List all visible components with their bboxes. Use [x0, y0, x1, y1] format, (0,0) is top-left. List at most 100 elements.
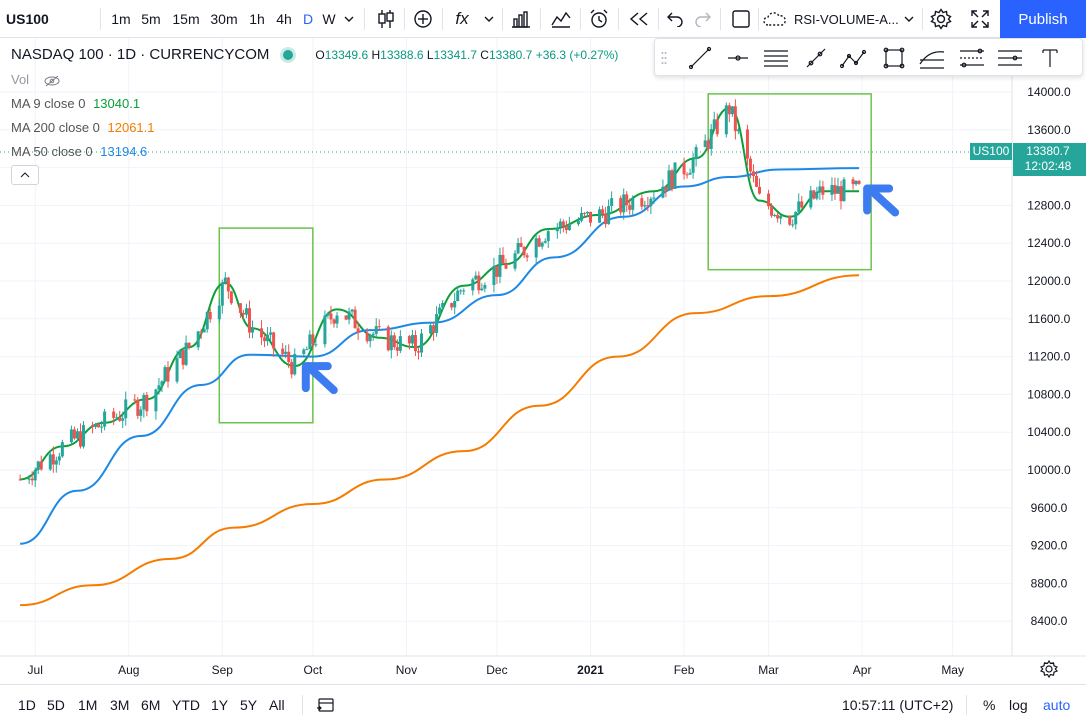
horizontal-ray-tool[interactable] — [723, 43, 753, 73]
interval-15m[interactable]: 15m — [172, 11, 200, 27]
candle-body — [250, 328, 254, 333]
toolbar-divider — [618, 8, 619, 30]
candle-body — [272, 332, 276, 349]
volume-label: Vol — [11, 72, 30, 87]
fullscreen-icon — [971, 10, 989, 28]
legend-collapse-button[interactable] — [11, 165, 39, 185]
ma50-label: MA 50 close 0 — [11, 144, 93, 159]
interval-w[interactable]: W — [322, 11, 336, 27]
annotation-arrow[interactable] — [863, 184, 900, 217]
redo-button[interactable] — [690, 0, 716, 38]
fib-retracement-tool[interactable] — [957, 43, 987, 73]
candle-body — [371, 333, 375, 336]
interval-d[interactable]: D — [302, 11, 314, 27]
range-1m[interactable]: 1M — [78, 697, 98, 713]
fib-channel-tool[interactable] — [917, 43, 947, 73]
range-1y[interactable]: 1Y — [211, 697, 229, 713]
rectangle-tool[interactable] — [879, 43, 909, 73]
auto-toggle[interactable]: auto — [1043, 697, 1071, 713]
ma9-legend[interactable]: MA 9 close 0 13040.1 — [11, 96, 140, 111]
ray-tool[interactable] — [801, 43, 831, 73]
candle-body — [706, 140, 710, 150]
parallel-channel-tool[interactable] — [761, 43, 791, 73]
chart-pane[interactable]: 14000.013600.013200.012800.012400.012000… — [0, 38, 1086, 684]
range-5y[interactable]: 5Y — [240, 697, 258, 713]
candle-body — [631, 198, 635, 210]
candle-body — [311, 334, 315, 345]
fib-channel-icon — [919, 51, 945, 69]
range-6m[interactable]: 6M — [141, 697, 161, 713]
text-tool[interactable] — [1035, 43, 1065, 73]
abcd-pattern-tool[interactable] — [839, 43, 869, 73]
date-price-range-tool[interactable] — [995, 43, 1025, 73]
range-5d[interactable]: 5D — [47, 697, 65, 713]
candle-body — [462, 290, 466, 292]
interval-1m[interactable]: 1m — [111, 11, 131, 27]
publish-button[interactable]: Publish — [1000, 0, 1086, 38]
fullscreen-button[interactable] — [966, 0, 994, 38]
time-scale[interactable]: Jul Aug Sep Oct Nov Dec 2021 Feb Mar Apr May — [28, 663, 964, 677]
go-to-date-button[interactable] — [316, 685, 336, 725]
candle-body — [519, 242, 523, 248]
percent-toggle[interactable]: % — [983, 697, 996, 713]
ma-line[interactable] — [20, 167, 860, 545]
price-tick-label: 10000.0 — [1027, 463, 1071, 477]
alert-button[interactable] — [586, 0, 612, 38]
ma-line[interactable] — [19, 107, 860, 481]
candle-body — [797, 201, 801, 212]
timezone-clock[interactable]: 10:57:11 (UTC+2) — [842, 697, 954, 713]
interval-4h[interactable]: 4h — [276, 11, 292, 27]
price-scale[interactable]: 14000.013600.013200.012800.012400.012000… — [1027, 85, 1071, 628]
range-ytd[interactable]: YTD — [172, 697, 200, 713]
ma50-legend[interactable]: MA 50 close 0 13194.6 — [11, 144, 147, 159]
eye-hidden-icon[interactable] — [43, 75, 61, 87]
symbol-search[interactable]: US100 — [6, 11, 49, 27]
candle-body — [226, 277, 230, 292]
range-all[interactable]: All — [269, 697, 285, 713]
arrow-head — [301, 362, 332, 393]
toolbar-divider — [658, 8, 659, 30]
price-range-icon — [998, 50, 1022, 66]
indicators-button[interactable]: fx — [450, 0, 474, 38]
replay-button[interactable] — [624, 0, 654, 38]
interval-30m[interactable]: 30m — [210, 11, 238, 27]
volume-legend[interactable]: Vol — [11, 72, 61, 87]
ma200-legend[interactable]: MA 200 close 0 12061.1 — [11, 120, 155, 135]
chart-grid — [0, 38, 1012, 656]
log-toggle[interactable]: log — [1009, 697, 1028, 713]
financials-button[interactable] — [508, 0, 534, 38]
interval-1h[interactable]: 1h — [249, 11, 265, 27]
compare-button[interactable] — [410, 0, 436, 38]
price-tick-label: 8800.0 — [1031, 576, 1068, 590]
indicator-templates-button[interactable] — [546, 0, 576, 38]
candle-body — [432, 325, 436, 333]
save-layout-button[interactable]: RSI-VOLUME-A... — [762, 0, 920, 38]
ma-line[interactable] — [20, 274, 860, 607]
chevron-down-icon — [904, 16, 914, 22]
range-3m[interactable]: 3M — [110, 697, 130, 713]
settings-button[interactable] — [928, 0, 954, 38]
symbol-title[interactable]: NASDAQ 100 · 1D · CURRENCYCOM — [11, 46, 270, 63]
candle-body — [81, 425, 85, 447]
price-chart[interactable]: 14000.013600.013200.012800.012400.012000… — [0, 38, 1086, 684]
trend-line-tool[interactable] — [685, 43, 715, 73]
layout-button[interactable] — [728, 0, 754, 38]
candle-body — [830, 185, 834, 195]
range-1d[interactable]: 1D — [18, 697, 36, 713]
candle-body — [419, 333, 423, 353]
symbol-tag — [970, 143, 1012, 160]
highlight-box[interactable] — [218, 227, 314, 424]
interval-5m[interactable]: 5m — [141, 11, 161, 27]
chart-settings-icon[interactable] — [1040, 659, 1058, 679]
layout-dropdown[interactable] — [900, 0, 918, 38]
annotation-arrow[interactable] — [301, 362, 338, 395]
candle-body — [57, 456, 61, 461]
candle-body — [733, 106, 737, 132]
chart-type-button[interactable] — [372, 0, 400, 38]
candle-body — [585, 211, 589, 214]
toolbar-divider — [364, 8, 365, 30]
drag-handle[interactable] — [659, 43, 669, 73]
indicators-dropdown[interactable] — [480, 0, 498, 38]
undo-button[interactable] — [662, 0, 688, 38]
interval-dropdown[interactable] — [340, 0, 358, 38]
